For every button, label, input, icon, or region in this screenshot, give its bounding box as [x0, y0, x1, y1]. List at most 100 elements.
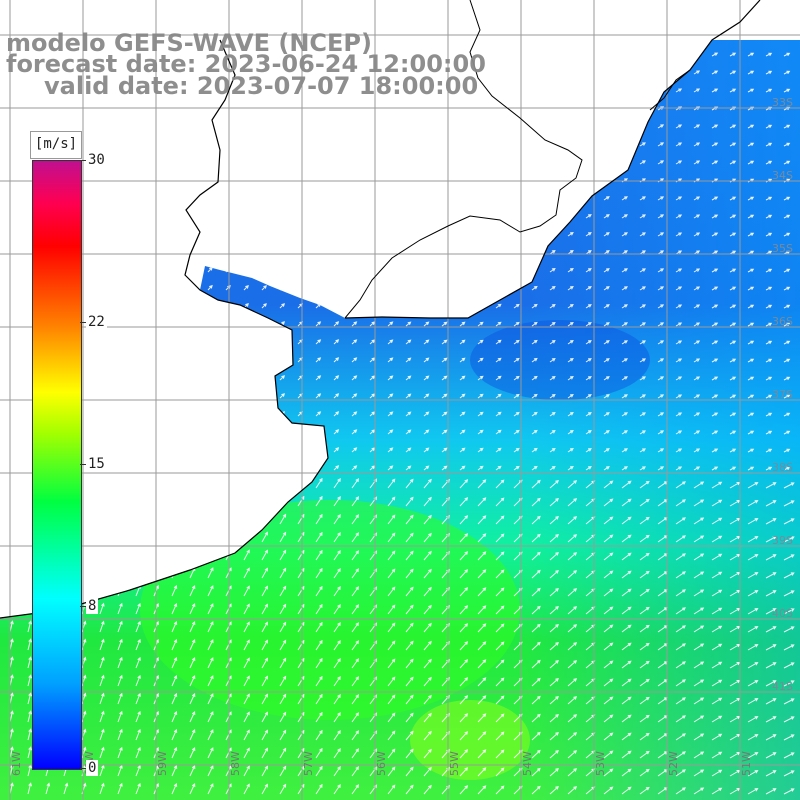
wind-arrow — [765, 698, 777, 705]
wind-arrow — [657, 286, 665, 291]
wind-arrow — [567, 376, 574, 381]
wind-arrow — [351, 784, 360, 795]
latitude-label: 40S — [772, 607, 793, 620]
wind-arrow — [693, 661, 705, 669]
latitude-label: 34S — [772, 169, 793, 182]
wind-arrow — [333, 586, 341, 597]
latitude-label: 33S — [772, 96, 793, 109]
wind-arrow — [531, 465, 538, 471]
wind-arrow — [639, 768, 650, 777]
wind-arrow — [27, 638, 32, 651]
wind-arrow — [459, 479, 469, 489]
colorbar-tick-mark — [80, 322, 86, 324]
wind-arrow — [603, 448, 610, 453]
wind-arrow — [333, 568, 341, 579]
wind-arrow — [333, 478, 341, 489]
wind-arrow — [531, 393, 538, 399]
wind-arrow — [549, 322, 556, 327]
wind-arrow — [621, 786, 632, 795]
wind-arrow — [27, 782, 32, 795]
wind-arrow — [423, 411, 430, 417]
wind-arrow — [657, 376, 665, 381]
wind-arrow — [603, 430, 610, 435]
wind-arrow — [567, 642, 578, 651]
wind-arrow — [783, 644, 795, 651]
wind-arrow — [333, 321, 340, 327]
wind-arrow — [459, 695, 469, 705]
wind-arrow — [621, 286, 629, 291]
wind-arrow — [765, 160, 773, 165]
wind-arrow — [333, 730, 341, 741]
wind-arrow — [333, 339, 340, 345]
wind-arrow — [423, 393, 430, 399]
wind-arrow — [693, 142, 701, 147]
wind-arrow — [351, 586, 360, 597]
wind-arrow — [549, 376, 556, 381]
wind-arrow — [783, 626, 795, 633]
wind-arrow — [657, 250, 665, 255]
wind-arrow — [693, 70, 701, 75]
wind-arrow — [549, 606, 559, 615]
latitude-label: 37S — [772, 388, 793, 401]
wind-arrow — [603, 480, 614, 489]
wind-arrow — [675, 196, 683, 201]
wind-arrow — [675, 214, 683, 219]
wind-arrow — [729, 358, 737, 363]
wind-arrow — [459, 767, 469, 777]
wind-arrow — [711, 196, 719, 201]
wind-arrow — [207, 567, 214, 579]
wind-arrow — [639, 696, 650, 705]
wind-arrow — [549, 714, 559, 723]
wind-arrow — [477, 551, 487, 561]
wind-arrow — [711, 394, 719, 399]
wind-arrow — [621, 534, 632, 543]
wind-arrow — [747, 572, 759, 579]
wind-arrow — [189, 711, 196, 723]
wind-arrow — [783, 536, 795, 543]
wind-arrow — [747, 644, 759, 651]
wind-arrow — [531, 713, 541, 723]
wind-arrow — [459, 641, 469, 651]
wind-arrow — [765, 554, 777, 561]
wind-arrow — [675, 733, 686, 741]
wind-arrow — [675, 787, 686, 795]
wind-arrow — [495, 375, 502, 381]
wind-arrow — [477, 713, 487, 723]
wind-arrow — [171, 764, 178, 777]
wind-arrow — [207, 765, 214, 777]
wind-arrow — [549, 304, 556, 309]
wind-arrow — [405, 694, 414, 705]
wind-arrow — [639, 732, 650, 741]
wind-arrow — [243, 657, 250, 669]
wind-arrow — [135, 620, 141, 633]
wind-arrow — [477, 321, 484, 327]
wind-arrow — [315, 711, 323, 723]
wind-arrow — [423, 429, 430, 435]
wind-arrow — [279, 549, 287, 561]
wind-arrow — [621, 304, 629, 309]
wind-arrow — [261, 729, 268, 741]
wind-arrow — [585, 232, 592, 237]
wind-arrow — [279, 585, 287, 597]
wind-arrow — [477, 393, 484, 399]
wind-arrow — [567, 516, 578, 525]
wind-arrow — [495, 357, 502, 363]
wind-arrow — [117, 620, 123, 633]
wind-arrow — [171, 692, 178, 705]
wind-arrow — [189, 639, 196, 651]
coastline — [0, 39, 329, 619]
wind-arrow — [315, 639, 323, 651]
wind-arrow — [639, 466, 646, 471]
wind-arrow — [567, 286, 574, 291]
wind-arrow — [243, 284, 249, 291]
wind-arrow — [747, 482, 759, 489]
wind-arrow — [315, 513, 323, 525]
wind-arrow — [261, 549, 268, 561]
wind-arrow — [189, 603, 196, 615]
wind-arrow — [387, 321, 394, 327]
wind-arrow — [333, 447, 340, 453]
wind-arrow — [333, 712, 341, 723]
wind-arrow — [567, 768, 578, 777]
wind-arrow — [423, 465, 430, 471]
longitude-labels: 61W60W59W58W57W56W55W54W53W52W51W — [10, 751, 753, 776]
